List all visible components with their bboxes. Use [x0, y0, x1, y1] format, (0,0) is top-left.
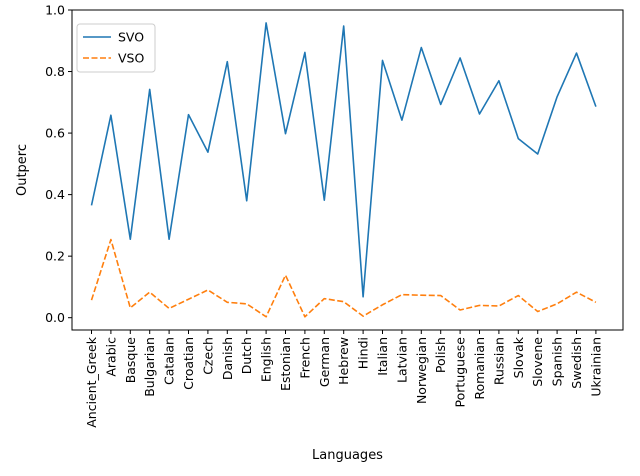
x-tick-label: Dutch	[239, 337, 254, 374]
series-line-vso	[90, 238, 597, 318]
legend-label-vso: VSO	[118, 51, 144, 66]
x-tick-label: Catalan	[162, 337, 177, 385]
x-tick-label: Ukrainian	[588, 337, 603, 397]
x-tick-label: French	[297, 337, 312, 379]
y-axis-label: Outperc	[15, 144, 30, 196]
y-tick-label: 1.0	[45, 3, 65, 18]
y-tick-label: 0.2	[45, 249, 65, 264]
x-tick-label: Swedish	[569, 337, 584, 389]
series-layer	[90, 22, 597, 318]
x-tick-label: Slovene	[530, 337, 545, 387]
x-tick-label: German	[317, 337, 332, 387]
x-tick-label: Romanian	[472, 337, 487, 400]
x-tick-label: Basque	[123, 337, 138, 384]
legend: SVO VSO	[76, 23, 156, 73]
x-tick-label: Danish	[220, 337, 235, 380]
x-tick-label: Bulgarian	[142, 337, 157, 397]
y-tick-label: 0.4	[45, 187, 65, 202]
x-tick-label: Hindi	[356, 337, 371, 369]
y-tick-label: 0.6	[45, 126, 65, 141]
axes-frame	[71, 9, 624, 331]
x-tick-label: Ancient_Greek	[84, 336, 99, 428]
x-tick-label: Arabic	[103, 337, 118, 377]
legend-box	[76, 23, 156, 73]
legend-label-svo: SVO	[118, 30, 144, 45]
x-tick-label: Croatian	[181, 337, 196, 390]
x-tick-label: Hebrew	[336, 337, 351, 385]
x-tick-label: Norwegian	[414, 337, 429, 404]
y-tick-label: 0.8	[45, 64, 65, 79]
y-axis: 0.0 0.2 0.4 0.6 0.8 1.0	[45, 3, 72, 325]
x-tick-label: Italian	[375, 337, 390, 376]
x-tick-label: Polish	[433, 337, 448, 373]
x-tick-label: English	[259, 337, 274, 382]
x-tick-label: Czech	[200, 337, 215, 375]
x-tick-label: Estonian	[278, 337, 293, 391]
series-line-svo	[90, 22, 597, 298]
x-axis: Ancient_Greek Arabic Basque Bulgarian Catala…	[84, 330, 603, 428]
x-tick-label: Slovak	[511, 336, 526, 378]
x-tick-label: Spanish	[550, 337, 565, 386]
x-tick-label: Russian	[491, 337, 506, 385]
x-tick-label: Latvian	[394, 337, 409, 383]
x-tick-label: Portuguese	[453, 337, 468, 408]
x-axis-label: Languages	[312, 448, 383, 463]
y-tick-label: 0.0	[45, 310, 65, 325]
